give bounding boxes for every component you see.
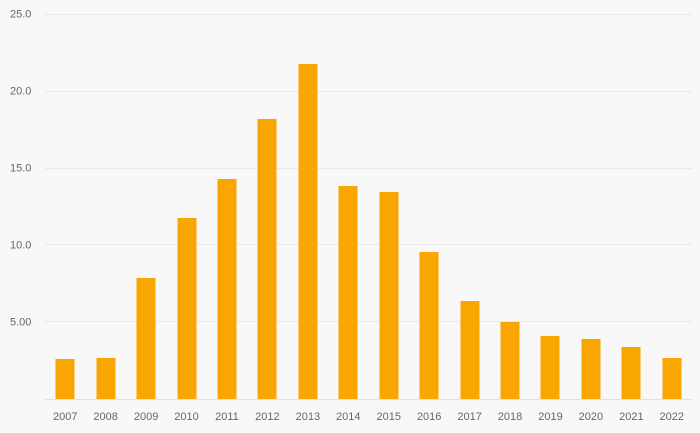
gridline xyxy=(45,321,692,323)
y-tick-label: 5.00 xyxy=(10,316,32,329)
bar-2014 xyxy=(338,185,358,399)
bar-slot xyxy=(530,15,570,399)
x-tick-label: 2008 xyxy=(93,411,118,423)
plot-area xyxy=(45,14,692,400)
bar-2011 xyxy=(217,179,237,399)
x-tick-label: 2021 xyxy=(619,411,644,423)
x-tick-label: 2018 xyxy=(497,411,523,423)
y-tick-label: 20.0 xyxy=(10,85,32,98)
x-tick-label: 2014 xyxy=(336,411,361,423)
x-tick-label: 2009 xyxy=(133,411,159,423)
bar-2008 xyxy=(96,357,116,399)
x-tick-label: 2017 xyxy=(457,411,482,423)
x-tick-label: 2007 xyxy=(52,411,78,423)
bars xyxy=(45,15,692,399)
bar-2013 xyxy=(298,64,318,399)
gridline xyxy=(45,244,692,246)
x-axis: 2007 2008 2009 2010 2011 2012 2013 2014 2015 2016… xyxy=(45,410,692,424)
bar-slot xyxy=(449,15,489,399)
y-tick-label: 15.0 xyxy=(10,162,32,175)
bar-2019 xyxy=(540,336,560,399)
bar-slot xyxy=(166,15,206,399)
y-tick-label: 10.0 xyxy=(10,239,32,252)
x-tick-label: 2013 xyxy=(295,411,321,423)
bar-2007 xyxy=(55,359,75,399)
bar-slot xyxy=(652,15,692,399)
bar-2010 xyxy=(177,217,197,399)
x-tick-label: 2015 xyxy=(376,411,401,423)
bar-slot xyxy=(611,15,651,399)
gridline xyxy=(45,167,692,169)
gridline xyxy=(45,14,692,15)
gridline xyxy=(45,90,692,92)
bar-2020 xyxy=(581,339,601,399)
bar-slot xyxy=(45,15,85,399)
x-tick-label: 2011 xyxy=(215,411,239,423)
bar-2012 xyxy=(257,119,277,399)
bar-2016 xyxy=(419,251,439,399)
y-tick-label: 25.0 xyxy=(10,8,32,21)
bar-2018 xyxy=(500,322,520,399)
bar-slot xyxy=(409,15,449,399)
bar-slot xyxy=(247,15,287,399)
bar-slot xyxy=(369,15,409,399)
bar-slot xyxy=(490,15,530,399)
bar-2022 xyxy=(662,357,682,399)
x-tick-label: 2010 xyxy=(174,411,199,423)
bar-2021 xyxy=(621,346,641,399)
bar-slot xyxy=(207,15,247,399)
bar-2009 xyxy=(136,277,156,399)
x-tick-label: 2016 xyxy=(416,411,442,423)
bar-slot xyxy=(85,15,125,399)
bar-2015 xyxy=(379,191,399,399)
bar-2017 xyxy=(460,300,480,399)
x-tick-label: 2019 xyxy=(538,411,563,423)
x-tick-label: 2020 xyxy=(578,411,604,423)
bar-slot xyxy=(328,15,368,399)
y-axis: 25.0 20.0 15.0 10.0 5.00 xyxy=(0,9,40,400)
bar-slot xyxy=(126,15,166,399)
bar-slot xyxy=(288,15,328,399)
x-tick-label: 2022 xyxy=(659,411,685,423)
x-tick-label: 2012 xyxy=(255,411,280,423)
bar-slot xyxy=(571,15,611,399)
